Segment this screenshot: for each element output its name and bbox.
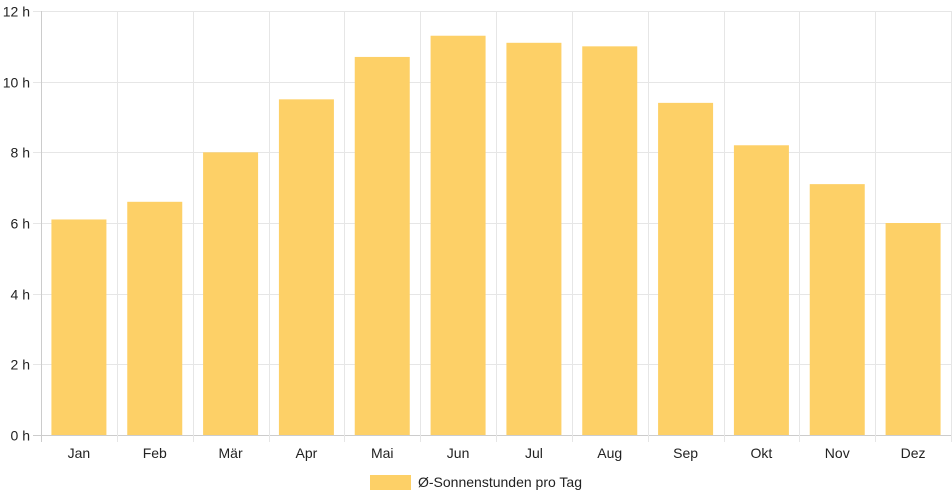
x-tick-label: Dez (901, 445, 926, 461)
x-tick-label: Okt (751, 445, 773, 461)
y-tick-label: 12 h (3, 4, 30, 20)
y-tick-label: 0 h (11, 428, 30, 444)
bar-apr[interactable] (278, 99, 334, 435)
bar-sep[interactable] (658, 102, 714, 435)
y-tick-label: 2 h (11, 357, 30, 373)
bars (51, 35, 941, 436)
y-axis: 0 h 2 h 4 h 6 h 8 h 10 h 12 h (3, 4, 30, 444)
legend-swatch (370, 475, 411, 490)
bar-dez[interactable] (885, 223, 941, 435)
bar-mär[interactable] (203, 152, 259, 436)
bar-feb[interactable] (127, 201, 183, 435)
y-tick-label: 8 h (11, 145, 30, 161)
x-tick-label: Mär (219, 445, 243, 461)
grid-lines (33, 11, 952, 442)
x-tick-label: Mai (371, 445, 394, 461)
x-tick-label: Jul (525, 445, 543, 461)
y-tick-label: 10 h (3, 75, 30, 91)
x-tick-label: Nov (825, 445, 850, 461)
bar-jun[interactable] (430, 35, 486, 435)
bar-mai[interactable] (354, 56, 410, 435)
bar-jul[interactable] (506, 42, 562, 436)
legend[interactable]: Ø-Sonnenstunden pro Tag (370, 474, 582, 490)
y-tick-label: 4 h (11, 287, 30, 303)
x-tick-label: Apr (296, 445, 318, 461)
x-tick-label: Feb (143, 445, 167, 461)
x-tick-label: Jun (447, 445, 470, 461)
x-axis: Jan Feb Mär Apr Mai Jun Jul Aug Sep Okt Nov Dez (68, 445, 926, 461)
x-tick-label: Jan (68, 445, 91, 461)
bar-nov[interactable] (809, 184, 865, 435)
bar-okt[interactable] (733, 145, 789, 435)
bar-jan[interactable] (51, 219, 107, 435)
x-tick-label: Sep (673, 445, 698, 461)
legend-label: Ø-Sonnenstunden pro Tag (418, 474, 582, 490)
y-tick-label: 6 h (11, 216, 30, 232)
x-tick-label: Aug (597, 445, 622, 461)
bar-aug[interactable] (582, 46, 638, 435)
